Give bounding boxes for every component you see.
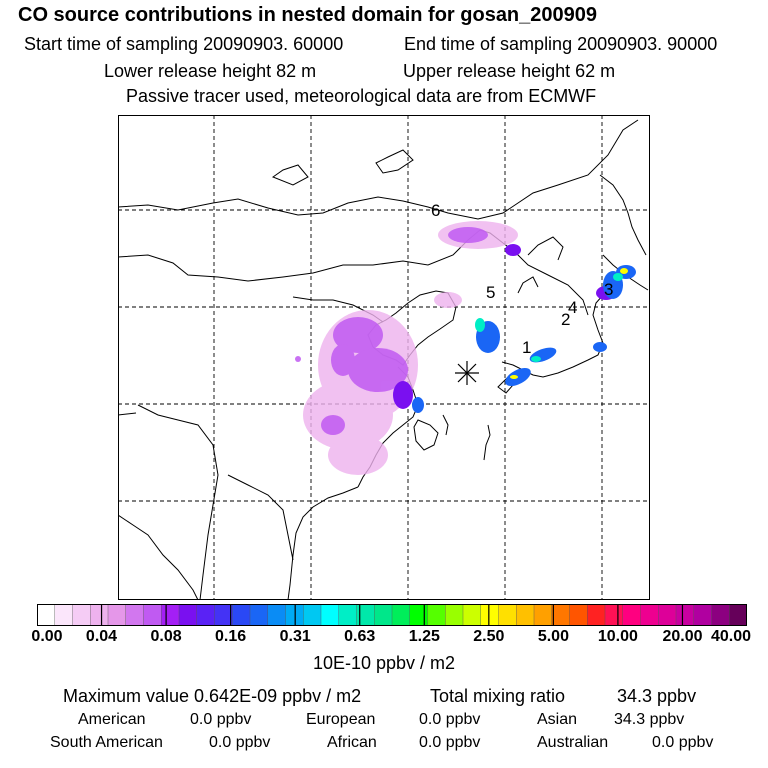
region-asian-value: 34.3 ppbv: [614, 711, 685, 728]
color-scale-cell: [533, 604, 553, 626]
color-scale-cell: [214, 604, 233, 626]
contribution-map: 1 2 3 4 5 6: [118, 115, 650, 600]
color-scale-cell: [196, 604, 216, 626]
upper-release-height: Upper release height 62 m: [403, 61, 616, 81]
color-scale-cell: [107, 604, 127, 626]
color-scale-unit: 10E-10 ppbv / m2: [312, 653, 456, 673]
lat-lon-grid: [118, 115, 650, 600]
tracer-note: Passive tracer used, meteorological data…: [126, 86, 597, 106]
region-european-label: European: [306, 711, 376, 728]
color-scale-cell: [462, 604, 482, 626]
color-scale-tick-label: 2.50: [473, 628, 505, 645]
color-scale-cell: [711, 604, 730, 626]
color-scale-cell: [675, 604, 695, 626]
color-scale-cell: [622, 604, 642, 626]
color-scale-cell: [178, 604, 198, 626]
plot-title: CO source contributions in nested domain…: [18, 4, 598, 26]
color-scale-tick-label: 0.31: [279, 628, 311, 645]
color-scale-tick-label: 1.25: [408, 628, 440, 645]
total-mixing-ratio-value: 34.3 ppbv: [617, 686, 697, 706]
region-south-american-value: 0.0 ppbv: [209, 734, 271, 751]
region-african-label: African: [327, 734, 377, 751]
color-scale-cell: [587, 604, 606, 626]
color-scale-cell: [374, 604, 393, 626]
region-african-value: 0.0 ppbv: [419, 734, 481, 751]
color-scale-tick-label: 5.00: [537, 628, 569, 645]
end-time: End time of sampling 20090903. 90000: [404, 34, 718, 54]
color-scale-cell: [569, 604, 588, 626]
region-american-label: American: [78, 711, 146, 728]
color-scale-bar: [37, 604, 747, 626]
region-american-value: 0.0 ppbv: [190, 711, 252, 728]
site-marker-3: 3: [604, 280, 613, 299]
site-marker-5: 5: [486, 283, 495, 302]
color-scale-cell: [729, 604, 747, 626]
color-scale-tick-label: 0.08: [150, 628, 182, 645]
color-scale-cell: [693, 604, 713, 626]
color-scale-cell: [427, 604, 446, 626]
color-scale-cell: [161, 604, 180, 626]
color-scale-tick-label: 20.00: [662, 628, 703, 645]
color-scale-cell: [658, 604, 677, 626]
color-scale-cell: [143, 604, 162, 626]
color-scale-cell: [445, 604, 464, 626]
total-mixing-ratio-label: Total mixing ratio: [430, 686, 566, 706]
color-scale-cell: [125, 604, 145, 626]
color-scale-cell: [267, 604, 287, 626]
color-scale-cell: [72, 604, 91, 626]
color-scale-cell: [409, 604, 429, 626]
color-scale-cell: [249, 604, 269, 626]
region-european-value: 0.0 ppbv: [419, 711, 481, 728]
color-scale-cell: [604, 604, 624, 626]
concentration-field: [295, 221, 636, 475]
color-scale-tick-label: 40.00: [710, 628, 752, 645]
color-scale-cell: [480, 604, 500, 626]
color-scale-cell: [320, 604, 340, 626]
site-marker-2: 2: [561, 310, 570, 329]
color-scale-cell: [516, 604, 535, 626]
region-south-american-label: South American: [50, 734, 163, 751]
color-scale-cell: [303, 604, 322, 626]
receptor-asterisk-icon: [455, 361, 479, 385]
color-scale-tick-label: 0.04: [85, 628, 118, 645]
color-scale-cell: [338, 604, 358, 626]
maximum-value: Maximum value 0.642E-09 ppbv / m2: [63, 686, 362, 706]
region-australian-label: Australian: [537, 734, 609, 751]
color-scale-cell: [90, 604, 109, 626]
color-scale-cell: [551, 604, 571, 626]
color-scale-tick-label: 0.00: [31, 628, 63, 645]
color-scale-cell: [640, 604, 659, 626]
color-scale-cell: [391, 604, 411, 626]
start-time: Start time of sampling 20090903. 60000: [24, 34, 344, 54]
color-scale-cell: [54, 604, 74, 626]
lower-release-height: Lower release height 82 m: [104, 61, 317, 81]
color-scale-tick-label: 0.16: [215, 628, 247, 645]
region-australian-value: 0.0 ppbv: [652, 734, 714, 751]
color-scale-tick-label: 10.00: [597, 628, 638, 645]
color-scale-tick-label: 0.63: [344, 628, 376, 645]
color-scale-cell: [37, 604, 56, 626]
site-marker-4: 4: [568, 298, 577, 317]
site-marker-1: 1: [522, 338, 531, 357]
color-scale-cell: [232, 604, 251, 626]
site-marker-6: 6: [431, 201, 440, 220]
color-scale-cell: [498, 604, 517, 626]
region-asian-label: Asian: [537, 711, 578, 728]
